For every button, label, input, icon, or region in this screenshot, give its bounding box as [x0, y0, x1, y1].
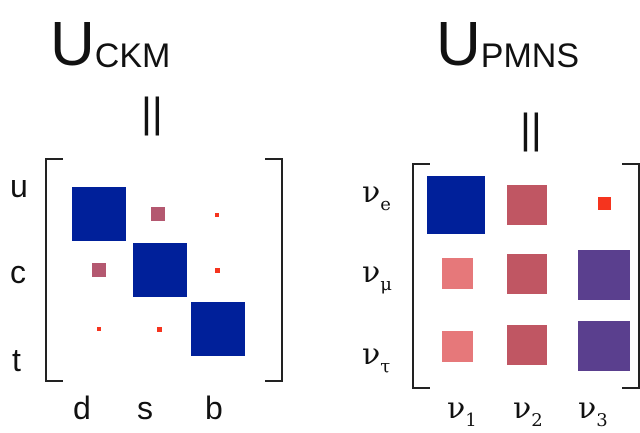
pmns-title: UPMNS [436, 14, 579, 76]
ckm-cell-cs [133, 243, 187, 297]
pmns-cell-mu2 [507, 254, 547, 294]
ckm-left-bracket [45, 158, 63, 382]
ckm-col-label-d: d [73, 390, 91, 426]
ckm-right-bracket [265, 158, 283, 382]
ckm-col-label-b: b [205, 390, 223, 426]
ckm-cell-cb [215, 268, 220, 273]
pmns-title-sub: PMNS [480, 37, 580, 75]
pmns-cell-tau1 [442, 331, 473, 362]
pmns-col-label-nu-2: ν2 [513, 394, 543, 430]
pmns-cell-mu3 [578, 250, 630, 300]
pmns-row-label-nu-e-base: ν [362, 175, 381, 210]
pmns-col-label-nu-3-base: ν [578, 391, 597, 426]
pmns-cell-e3 [598, 197, 611, 210]
ckm-cell-td [97, 327, 101, 331]
pmns-row-label-nu-tau-sub: τ [380, 356, 391, 377]
pmns-cell-e2 [507, 185, 547, 225]
pmns-row-label-nu-e: νe [362, 178, 391, 214]
ckm-col-label-s: s [137, 390, 153, 426]
pmns-row-label-nu-mu-base: ν [362, 255, 381, 290]
pmns-row-label-nu-mu-sub: μ [380, 274, 392, 295]
pmns-col-label-nu-1-base: ν [447, 391, 466, 426]
pmns-cell-e1 [427, 176, 485, 234]
pmns-col-label-nu-1-sub: 1 [465, 410, 477, 431]
ckm-cell-ub [215, 213, 219, 217]
pmns-row-label-nu-tau: ντ [362, 340, 390, 376]
pmns-left-bracket [412, 163, 430, 389]
pmns-col-label-nu-3-sub: 3 [596, 410, 608, 431]
pmns-col-label-nu-3: ν3 [578, 394, 608, 430]
pmns-cell-mu1 [442, 258, 473, 289]
pmns-cell-tau2 [507, 325, 547, 365]
pmns-equals-sign: || [520, 105, 542, 152]
ckm-equals-sign: || [141, 89, 163, 136]
ckm-title-sub: CKM [94, 37, 171, 75]
pmns-col-label-nu-2-base: ν [513, 391, 532, 426]
pmns-col-label-nu-2-sub: 2 [531, 410, 543, 431]
ckm-title: UCKM [50, 14, 170, 76]
pmns-title-main: U [436, 10, 481, 79]
ckm-title-main: U [50, 10, 95, 79]
ckm-row-label-t: t [12, 342, 21, 378]
pmns-right-bracket [622, 163, 640, 389]
pmns-row-label-nu-tau-base: ν [362, 337, 381, 372]
pmns-row-label-nu-mu: νμ [362, 258, 392, 294]
ckm-cell-ud [72, 187, 126, 241]
ckm-cell-ts [157, 327, 162, 332]
ckm-row-label-u: u [10, 168, 28, 204]
ckm-cell-us [151, 207, 165, 221]
pmns-col-label-nu-1: ν1 [447, 394, 477, 430]
ckm-cell-tb [191, 302, 245, 356]
pmns-row-label-nu-e-sub: e [380, 194, 391, 215]
ckm-cell-cd [92, 263, 106, 277]
pmns-cell-tau3 [578, 321, 630, 371]
ckm-row-label-c: c [10, 254, 26, 290]
